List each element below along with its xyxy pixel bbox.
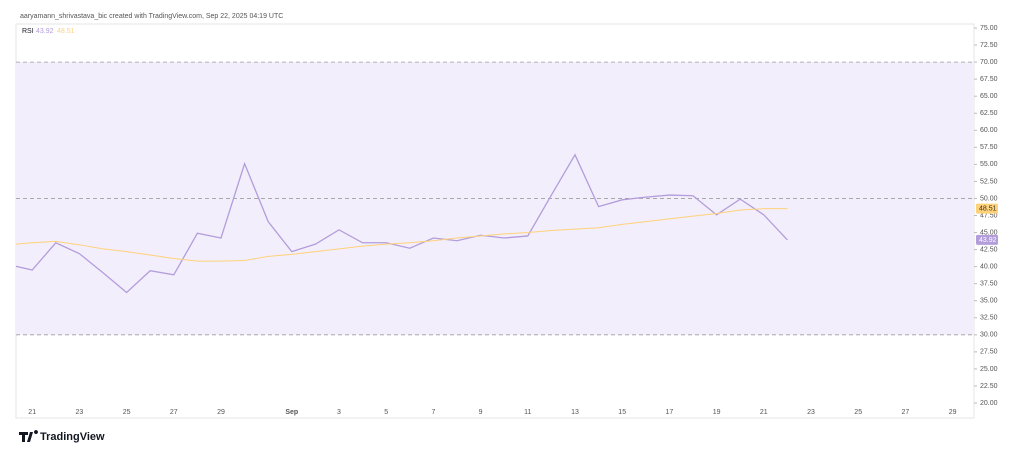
last-value-badge	[976, 234, 998, 245]
y-tick-label: 60.00	[980, 127, 998, 134]
y-tick-label: 35.00	[980, 298, 998, 305]
y-tick-label: 52.50	[980, 178, 998, 185]
x-tick-label: 3	[337, 409, 341, 416]
legend-name: RSI	[22, 28, 34, 35]
brand-name: TradingView	[40, 431, 105, 443]
series-line	[16, 153, 788, 294]
y-tick-label: 40.00	[980, 263, 998, 270]
x-tick-label: 21	[28, 409, 36, 416]
y-tick-label: 37.50	[980, 281, 998, 288]
x-tick-label: 29	[949, 409, 957, 416]
brand-logo	[19, 430, 38, 442]
x-tick-label: 27	[170, 409, 178, 416]
x-tick-label: 15	[618, 409, 626, 416]
lines	[16, 153, 788, 294]
y-tick-label: 75.00	[980, 25, 998, 32]
x-tick-label: 23	[807, 409, 815, 416]
x-tick-label: 17	[666, 409, 674, 416]
x-tick-label: 23	[76, 409, 84, 416]
x-tick-label: 7	[431, 409, 435, 416]
x-tick-label: Sep	[285, 409, 298, 416]
y-tick-label: 57.50	[980, 144, 998, 151]
x-tick-label: 25	[854, 409, 862, 416]
y-tick-label: 62.50	[980, 110, 998, 117]
y-tick-label: 70.00	[980, 59, 998, 66]
y-tick-label: 25.00	[980, 366, 998, 373]
y-tick-label: 50.00	[980, 195, 998, 202]
legend-value: 48.51	[57, 28, 75, 35]
y-tick-label: 32.50	[980, 315, 998, 322]
y-tick-label: 42.50	[980, 246, 998, 253]
x-tick-label: 13	[571, 409, 579, 416]
x-tick-label: 11	[524, 409, 531, 416]
x-tick-label: 25	[123, 409, 131, 416]
x-tick-label: 5	[384, 409, 388, 416]
x-tick-label: 21	[760, 409, 768, 416]
y-tick-label: 22.50	[980, 383, 998, 390]
x-tick-label: 19	[713, 409, 721, 416]
y-tick-label: 20.00	[980, 400, 998, 407]
last-value-label: 43.92	[979, 237, 997, 244]
legend-value: 43.92	[36, 28, 54, 35]
y-tick-label: 65.00	[980, 93, 998, 100]
chart-title: aaryamann_shrivastava_bic created with T…	[20, 13, 283, 20]
y-tick-label: 45.00	[980, 229, 998, 236]
x-tick-label: 9	[479, 409, 483, 416]
last-value-label: 48.51	[979, 205, 997, 212]
y-tick-label: 72.50	[980, 42, 998, 49]
series-line	[16, 208, 788, 262]
y-tick-label: 67.50	[980, 76, 998, 83]
y-tick-label: 47.50	[980, 212, 998, 219]
y-tick-label: 27.50	[980, 349, 998, 356]
y-tick-label: 30.00	[980, 332, 998, 339]
last-value-badge	[976, 203, 998, 214]
x-tick-label: 29	[217, 409, 225, 416]
x-tick-label: 27	[902, 409, 910, 416]
y-tick-label: 55.00	[980, 161, 998, 168]
